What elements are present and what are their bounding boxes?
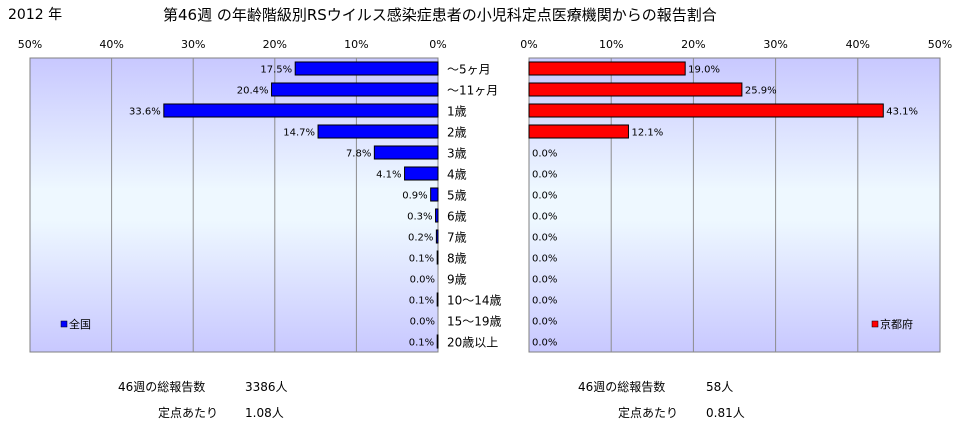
national-legend-label: 全国: [69, 317, 91, 331]
kyoto-value-label: 0.0%: [532, 338, 557, 349]
chart-title: 第46週 の年齢階級別RSウイルス感染症患者の小児科定点医療機関からの報告割合: [163, 6, 717, 24]
kyoto-value-label: 19.0%: [688, 65, 720, 76]
national-tick-label: 20%: [263, 38, 287, 51]
national-tick-label: 10%: [344, 38, 368, 51]
age-category-label: 15～19歳: [447, 315, 502, 329]
national-total-label: 46週の総報告数: [118, 380, 206, 394]
kyoto-bar: [528, 82, 743, 97]
age-category-label: 8歳: [447, 252, 467, 266]
national-total-value: 3386人: [245, 380, 288, 394]
age-category-label: ～5ヶ月: [447, 63, 491, 77]
national-bar: [373, 145, 439, 160]
kyoto-tick-label: 0%: [520, 38, 537, 51]
national-bar: [436, 334, 439, 349]
kyoto-tick-label: 10%: [599, 38, 623, 51]
age-category-label: 2歳: [447, 126, 467, 140]
age-category-label: 3歳: [447, 147, 467, 161]
national-per-label: 定点あたり: [158, 406, 219, 420]
national-value-label: 0.9%: [402, 191, 427, 202]
kyoto-tick-label: 20%: [681, 38, 705, 51]
kyoto-total-value: 58人: [706, 380, 734, 394]
national-value-label: 0.3%: [407, 212, 432, 223]
kyoto-value-label: 0.0%: [532, 254, 557, 265]
kyoto-bar: [528, 61, 686, 76]
national-value-label: 20.4%: [237, 86, 269, 97]
national-tick-label: 50%: [18, 38, 42, 51]
national-value-label: 0.0%: [410, 275, 435, 286]
national-value-label: 14.7%: [283, 128, 315, 139]
kyoto-tick-label: 30%: [763, 38, 787, 51]
national-value-label: 0.1%: [409, 338, 434, 349]
kyoto-value-label: 0.0%: [532, 275, 557, 286]
national-bar: [271, 82, 439, 97]
kyoto-value-label: 25.9%: [745, 86, 777, 97]
national-tick-label: 40%: [99, 38, 123, 51]
kyoto-legend-swatch: [871, 320, 879, 328]
national-bar: [430, 187, 439, 202]
age-category-label: 5歳: [447, 189, 467, 203]
national-legend-swatch: [60, 320, 68, 328]
age-category-label: 1歳: [447, 105, 467, 119]
kyoto-value-label: 0.0%: [532, 170, 557, 181]
national-bar: [317, 124, 439, 139]
national-value-label: 0.1%: [409, 254, 434, 265]
kyoto-value-label: 0.0%: [532, 296, 557, 307]
national-value-label: 7.8%: [346, 149, 371, 160]
age-category-label: 6歳: [447, 210, 467, 224]
kyoto-plot-area: [528, 57, 941, 353]
kyoto-per-value: 0.81人: [706, 406, 745, 420]
national-value-label: 17.5%: [260, 65, 292, 76]
kyoto-bar: [528, 124, 629, 139]
national-bar: [435, 229, 439, 244]
kyoto-legend-label: 京都府: [880, 317, 913, 331]
national-value-label: 0.2%: [408, 233, 433, 244]
kyoto-bar: [528, 103, 884, 118]
age-category-label: 4歳: [447, 168, 467, 182]
national-bar: [436, 250, 439, 265]
kyoto-value-label: 0.0%: [532, 149, 557, 160]
national-value-label: 33.6%: [129, 107, 161, 118]
kyoto-tick-label: 50%: [928, 38, 952, 51]
national-bar: [435, 208, 439, 223]
national-value-label: 0.1%: [409, 296, 434, 307]
national-bar: [404, 166, 439, 181]
national-plot-area: [29, 57, 439, 353]
age-category-label: 10～14歳: [447, 294, 502, 308]
age-category-label: 20歳以上: [447, 336, 498, 350]
kyoto-value-label: 12.1%: [631, 128, 663, 139]
age-category-label: 7歳: [447, 231, 467, 245]
national-bar: [294, 61, 439, 76]
kyoto-value-label: 43.1%: [886, 107, 918, 118]
national-bar: [163, 103, 439, 118]
kyoto-value-label: 0.0%: [532, 212, 557, 223]
kyoto-total-label: 46週の総報告数: [578, 380, 666, 394]
national-bar: [436, 292, 439, 307]
kyoto-value-label: 0.0%: [532, 317, 557, 328]
national-tick-label: 0%: [429, 38, 446, 51]
kyoto-value-label: 0.0%: [532, 233, 557, 244]
kyoto-tick-label: 40%: [846, 38, 870, 51]
kyoto-value-label: 0.0%: [532, 191, 557, 202]
age-category-label: 9歳: [447, 273, 467, 287]
age-category-label: ～11ヶ月: [447, 84, 498, 98]
kyoto-per-label: 定点あたり: [618, 406, 679, 420]
national-value-label: 0.0%: [410, 317, 435, 328]
national-per-value: 1.08人: [245, 406, 284, 420]
year-label: 2012 年: [8, 7, 63, 23]
national-value-label: 4.1%: [376, 170, 401, 181]
national-tick-label: 30%: [181, 38, 205, 51]
